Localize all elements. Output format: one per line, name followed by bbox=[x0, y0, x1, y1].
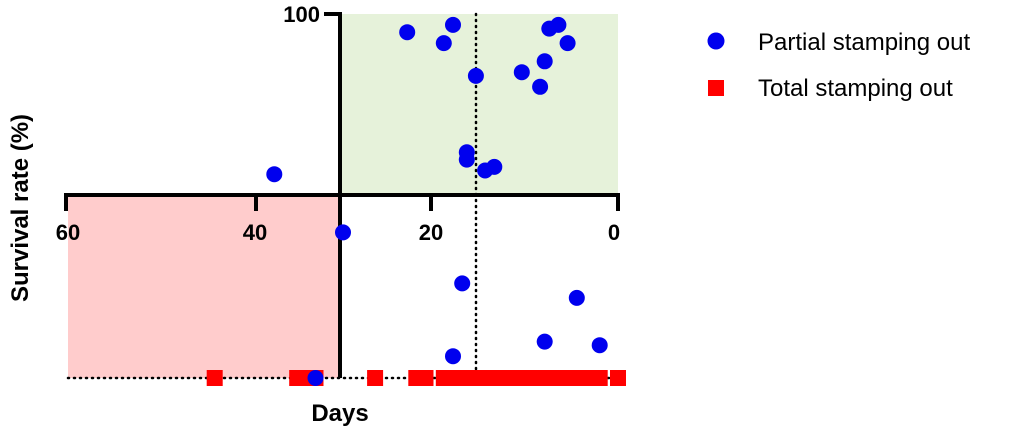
legend: Partial stamping out Total stamping out bbox=[707, 29, 970, 102]
y-axis-title: Survival rate (%) bbox=[7, 114, 34, 302]
legend-label-partial: Partial stamping out bbox=[758, 29, 970, 56]
partial-stamping-point-19 bbox=[445, 348, 461, 365]
x-tick-label-60: 60 bbox=[56, 220, 80, 245]
partial-stamping-point-4 bbox=[536, 53, 553, 70]
x-tick-label-20: 20 bbox=[419, 220, 443, 245]
x-axis-title: Days bbox=[311, 400, 368, 427]
partial-stamping-point-9 bbox=[568, 289, 585, 306]
data-marks bbox=[206, 16, 626, 386]
total-stamping-point-4 bbox=[367, 370, 384, 386]
partial-stamping-point-0 bbox=[399, 24, 416, 41]
y-tick-label-100: 100 bbox=[283, 2, 320, 27]
total-stamping-point-24 bbox=[591, 370, 608, 386]
partial-stamping-point-3 bbox=[559, 35, 576, 52]
total-stamping-point-25 bbox=[610, 370, 626, 386]
legend-square-marker bbox=[708, 80, 724, 96]
partial-stamping-point-2 bbox=[550, 16, 567, 33]
partial-stamping-point-11 bbox=[445, 16, 461, 33]
legend-circle-marker bbox=[707, 32, 725, 50]
partial-stamping-point-21 bbox=[307, 370, 324, 386]
partial-stamping-point-18 bbox=[454, 275, 471, 292]
total-stamping-point-6 bbox=[417, 370, 434, 386]
partial-stamping-point-20 bbox=[591, 337, 608, 354]
partial-stamping-point-12 bbox=[435, 35, 452, 52]
partial-stamping-point-13 bbox=[467, 67, 484, 84]
unfavorable-region bbox=[68, 195, 340, 378]
partial-stamping-point-14 bbox=[532, 78, 549, 95]
partial-stamping-point-15 bbox=[266, 166, 283, 183]
legend-label-total: Total stamping out bbox=[758, 75, 953, 102]
x-tick-label-40: 40 bbox=[243, 220, 267, 245]
partial-stamping-point-17 bbox=[335, 224, 351, 241]
x-tick-label-0: 0 bbox=[608, 220, 620, 245]
partial-stamping-point-5 bbox=[513, 64, 530, 81]
partial-stamping-point-8 bbox=[486, 158, 503, 175]
total-stamping-point-0 bbox=[206, 370, 223, 386]
partial-stamping-point-16 bbox=[458, 144, 475, 161]
partial-stamping-point-10 bbox=[536, 333, 553, 350]
